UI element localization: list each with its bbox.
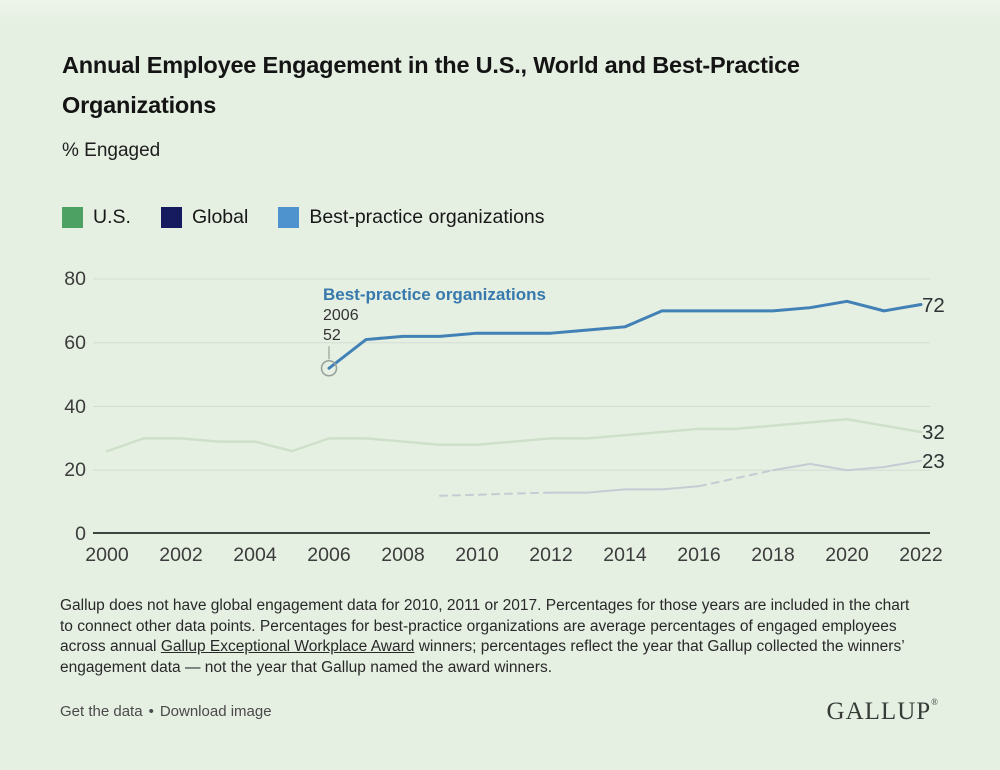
series-line-global — [550, 485, 700, 494]
series-line-global — [772, 459, 922, 472]
series-line-u-s — [105, 418, 923, 453]
legend-label-global: Global — [191, 206, 249, 228]
end-label-u-s: 32 — [922, 421, 945, 444]
legend-item-us: U.S. — [62, 206, 131, 229]
legend-item-best-practice: Best-practice organizations — [278, 206, 545, 229]
annotation-series-label: Best-practice organizations — [323, 285, 546, 304]
annotation-value-label: 52 — [323, 327, 341, 344]
legend-label-best-practice: Best-practice organizations — [309, 206, 545, 228]
x-tick-label-2010: 2010 — [455, 544, 499, 566]
footer-links-separator: • — [148, 703, 154, 720]
x-tick-label-2002: 2002 — [159, 544, 203, 566]
y-tick-label-20: 20 — [64, 459, 86, 482]
footnote-text-before: Gallup does not have global engagement d… — [60, 597, 910, 655]
legend-swatch-global — [160, 207, 182, 228]
download-image-link[interactable]: Download image — [159, 703, 272, 720]
end-label-best-practice-organizations: 72 — [922, 293, 945, 317]
page-title-line2: Organizations — [62, 92, 217, 118]
legend-swatch-best-practice — [278, 207, 300, 228]
chart-subtitle: % Engaged — [62, 140, 161, 161]
end-label-global: 23 — [922, 449, 945, 473]
series-line-best-practice-organizations — [327, 299, 923, 370]
plot-area — [93, 278, 930, 534]
series-line-global-dashed — [698, 469, 774, 488]
footer-links: Get the data • Download image — [60, 703, 272, 720]
series-annotation: Best-practice organizations 2006 52 — [323, 286, 546, 344]
y-tick-label-40: 40 — [64, 395, 86, 418]
footnote-text-after: winners; percentages reflect the year th… — [60, 638, 905, 676]
marker-open-circle-best-practice-organizations — [320, 360, 338, 377]
y-tick-label-0: 0 — [75, 523, 86, 545]
gallup-logo-text: GALLUP — [826, 698, 932, 725]
gallup-logo-registered-mark: ® — [931, 697, 938, 707]
legend-swatch-us — [62, 207, 83, 228]
y-tick-label-60: 60 — [64, 331, 86, 354]
x-tick-label-2000: 2000 — [85, 544, 129, 566]
x-tick-label-2004: 2004 — [233, 544, 277, 566]
chart-footnote: Gallup does not have global engagement d… — [60, 596, 926, 678]
page-title: Annual Employee Engagement in the U.S., … — [62, 45, 932, 125]
y-tick-label-80: 80 — [64, 268, 86, 290]
gallup-logo: GALLUP® — [827, 697, 938, 726]
series-line-global-dashed — [439, 491, 552, 497]
x-tick-label-2006: 2006 — [307, 544, 351, 566]
footnote-link-exceptional-workplace-award[interactable]: Gallup Exceptional Workplace Award — [160, 638, 415, 655]
x-tick-label-2020: 2020 — [825, 544, 869, 566]
x-tick-label-2012: 2012 — [529, 544, 573, 566]
x-tick-label-2018: 2018 — [751, 544, 795, 566]
x-tick-label-2022: 2022 — [899, 544, 943, 566]
legend-item-global: Global — [160, 206, 249, 229]
x-tick-label-2008: 2008 — [381, 544, 425, 566]
x-tick-label-2014: 2014 — [603, 544, 647, 566]
legend-label-us: U.S. — [93, 206, 131, 228]
get-the-data-link[interactable]: Get the data — [60, 703, 143, 720]
x-tick-label-2016: 2016 — [677, 544, 721, 566]
page-title-line1: Annual Employee Engagement in the U.S., … — [62, 52, 800, 78]
annotation-year-label: 2006 — [323, 307, 359, 324]
chart-legend: U.S. Global Best-practice organizations — [62, 206, 545, 229]
